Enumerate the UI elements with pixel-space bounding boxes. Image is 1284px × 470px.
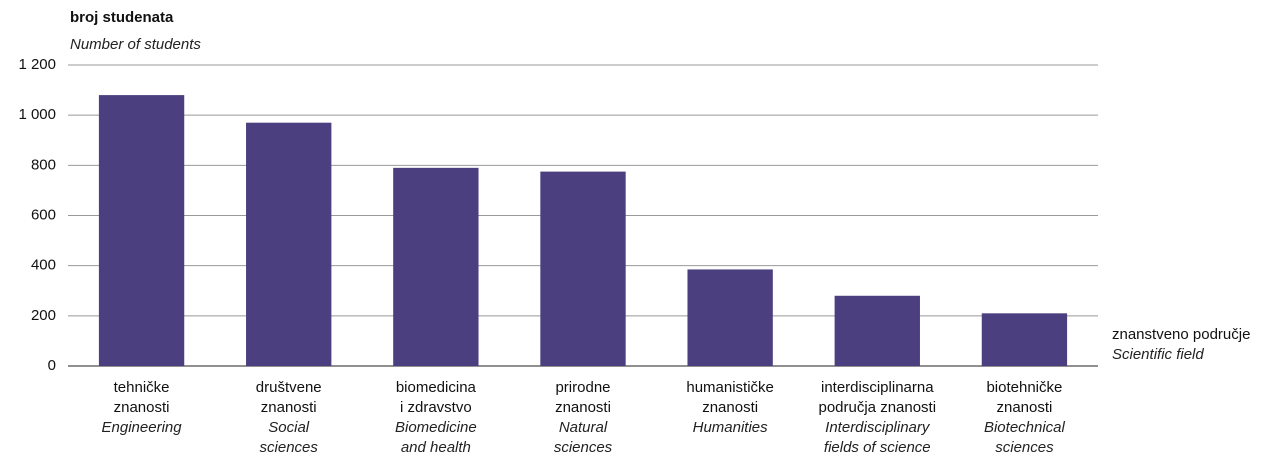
x-tick-label-en: sciences: [995, 439, 1054, 456]
bar: [981, 313, 1068, 366]
x-axis-label: znanstveno područje: [1112, 326, 1250, 343]
x-tick-label: prirodne: [555, 379, 610, 396]
x-tick-label-en: Social: [268, 419, 310, 436]
y-tick-label: 400: [31, 257, 56, 274]
x-tick-label-en: sciences: [554, 439, 613, 456]
x-tick-label-en: Biotechnical: [984, 419, 1066, 436]
x-tick-label-en: Engineering: [102, 419, 183, 436]
x-tick-label: područja znanosti: [818, 399, 936, 416]
y-tick-label: 200: [31, 307, 56, 324]
y-axis-label: broj studenata: [70, 9, 174, 26]
bar: [98, 95, 185, 366]
bar: [540, 171, 626, 366]
x-tick-label-en: Natural: [559, 419, 608, 436]
x-tick-label: društvene: [256, 379, 322, 396]
x-tick-label-en: fields of science: [824, 439, 931, 456]
y-tick-label: 1 000: [18, 106, 56, 123]
y-tick-label: 600: [31, 206, 56, 223]
x-tick-label: tehničke: [114, 379, 170, 396]
x-tick-label: znanosti: [996, 399, 1052, 416]
x-tick-label-en: and health: [401, 439, 471, 456]
x-tick-label-en: Humanities: [693, 419, 769, 436]
x-axis-label-en: Scientific field: [1112, 346, 1204, 363]
x-tick-label: znanosti: [114, 399, 170, 416]
x-tick-label: i zdravstvo: [400, 399, 472, 416]
x-tick-label-en: sciences: [260, 439, 319, 456]
y-axis-label-en: Number of students: [70, 36, 201, 53]
bar: [834, 295, 920, 366]
bar: [246, 122, 332, 366]
x-tick-label: biotehničke: [986, 379, 1062, 396]
x-tick-label: interdisciplinarna: [821, 379, 934, 396]
x-tick-label: znanosti: [702, 399, 758, 416]
x-tick-label: znanosti: [261, 399, 317, 416]
y-tick-label: 0: [48, 357, 56, 374]
y-tick-label: 800: [31, 156, 56, 173]
bar: [687, 269, 773, 366]
x-tick-label: humanističke: [686, 379, 774, 396]
x-tick-label-en: Biomedicine: [395, 419, 477, 436]
x-tick-label-en: Interdisciplinary: [825, 419, 931, 436]
x-tick-label: znanosti: [555, 399, 611, 416]
y-tick-label: 1 200: [18, 56, 56, 73]
bar: [393, 167, 479, 366]
x-tick-label: biomedicina: [396, 379, 477, 396]
